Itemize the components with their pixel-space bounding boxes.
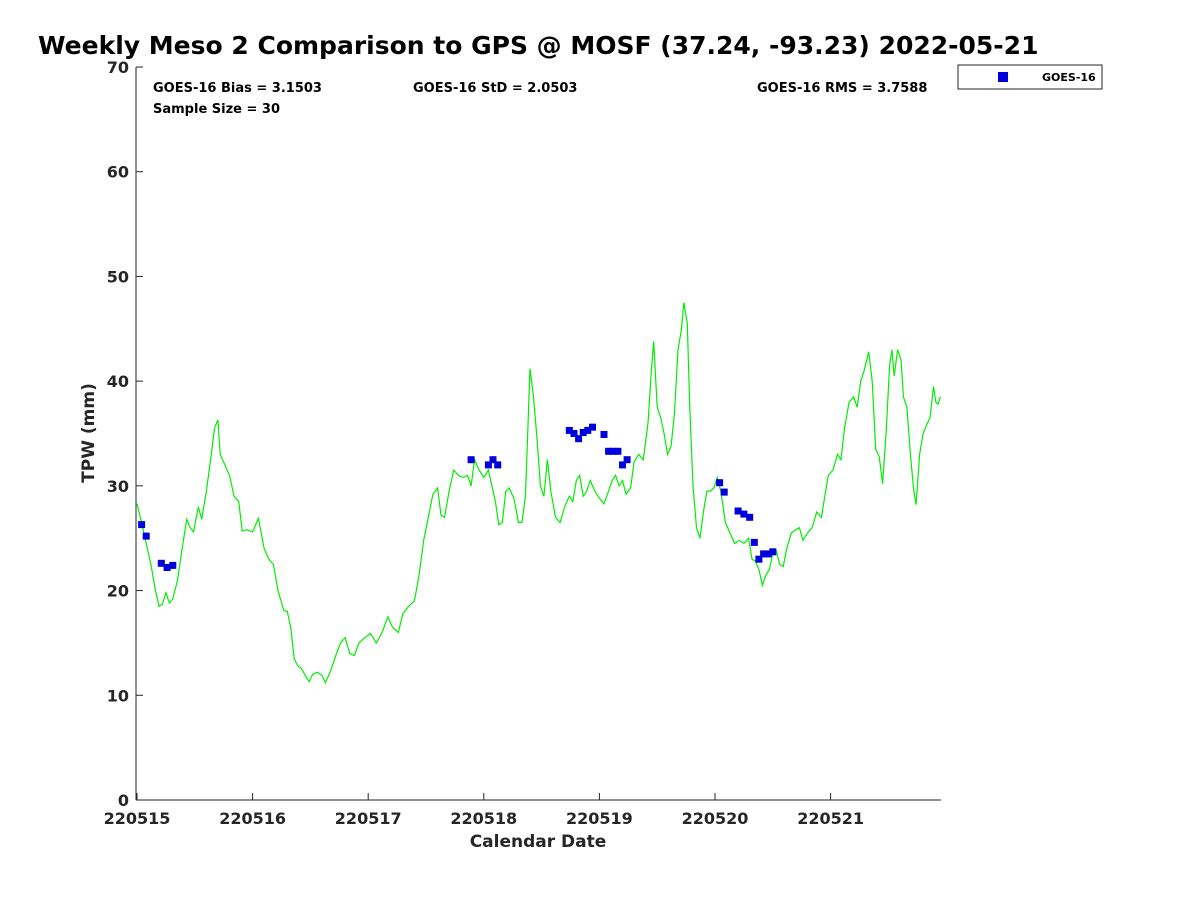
x-axis-label: Calendar Date bbox=[470, 832, 607, 852]
goes16-point bbox=[138, 521, 146, 529]
goes16-point bbox=[755, 555, 763, 563]
series-layer bbox=[136, 302, 941, 685]
goes16-point bbox=[575, 435, 583, 443]
legend-box bbox=[957, 64, 1103, 90]
goes16-point bbox=[600, 431, 608, 438]
stat-sample-size: Sample Size = 30 bbox=[153, 102, 280, 117]
goes16-point bbox=[750, 538, 758, 546]
goes16-point bbox=[746, 513, 754, 521]
x-tick-label: 220521 bbox=[797, 809, 864, 828]
goes16-point bbox=[163, 564, 171, 571]
goes16-point bbox=[467, 456, 475, 464]
goes16-point bbox=[579, 429, 587, 436]
y-tick-label: 0 bbox=[118, 791, 129, 810]
x-tick-label: 220517 bbox=[335, 809, 402, 828]
goes16-point bbox=[740, 510, 748, 518]
goes16-point bbox=[764, 550, 772, 558]
y-tick-label: 70 bbox=[107, 58, 129, 77]
goes16-point bbox=[769, 548, 777, 556]
y-tick-label: 50 bbox=[107, 267, 129, 286]
y-tick-label: 20 bbox=[107, 582, 129, 601]
legend: GOES-16 bbox=[957, 64, 1103, 90]
goes16-point bbox=[584, 426, 592, 434]
goes16-point bbox=[716, 479, 724, 487]
y-tick-label: 30 bbox=[107, 477, 129, 496]
goes16-point bbox=[169, 561, 177, 569]
legend-marker bbox=[998, 72, 1008, 82]
y-tick-label: 10 bbox=[107, 686, 129, 705]
x-tick-label: 220515 bbox=[104, 809, 171, 828]
stat-rms: GOES-16 RMS = 3.7588 bbox=[757, 81, 927, 96]
x-tick-label: 220516 bbox=[219, 809, 286, 828]
plot-area bbox=[135, 67, 941, 801]
legend-label-goes16: GOES-16 bbox=[1042, 71, 1096, 84]
y-tick-label: 40 bbox=[107, 372, 129, 391]
x-tick-label: 220519 bbox=[566, 809, 633, 828]
goes16-point bbox=[614, 447, 622, 455]
y-axis-label: TPW (mm) bbox=[79, 383, 99, 483]
y-tick-label: 60 bbox=[107, 163, 129, 182]
goes16-point bbox=[157, 559, 165, 567]
y-axis: 0 10 20 30 40 50 60 70 bbox=[107, 58, 143, 810]
goes16-point bbox=[760, 550, 768, 558]
goes16-point bbox=[494, 461, 502, 469]
x-tick-label: 220518 bbox=[450, 809, 517, 828]
stat-bias: GOES-16 Bias = 3.1503 bbox=[153, 81, 322, 96]
goes16-point bbox=[720, 488, 728, 496]
goes16-point bbox=[142, 532, 150, 540]
goes16-point bbox=[734, 507, 742, 515]
stat-std: GOES-16 StD = 2.0503 bbox=[413, 81, 577, 96]
x-axis: 220515 220516 220517 220518 220519 220520 2205… bbox=[104, 793, 864, 828]
goes16-point bbox=[619, 461, 626, 469]
goes16-point bbox=[484, 461, 492, 469]
goes16-point bbox=[570, 430, 578, 437]
goes16-point bbox=[623, 456, 631, 464]
chart-title: Weekly Meso 2 Comparison to GPS @ MOSF (… bbox=[38, 31, 1038, 60]
goes16-point bbox=[589, 423, 596, 431]
goes16-point bbox=[489, 456, 497, 464]
gps-series-line bbox=[136, 302, 941, 685]
goes16-point bbox=[605, 447, 613, 455]
goes16-point bbox=[609, 447, 617, 455]
x-tick-label: 220520 bbox=[682, 809, 749, 828]
goes16-point bbox=[565, 426, 573, 434]
